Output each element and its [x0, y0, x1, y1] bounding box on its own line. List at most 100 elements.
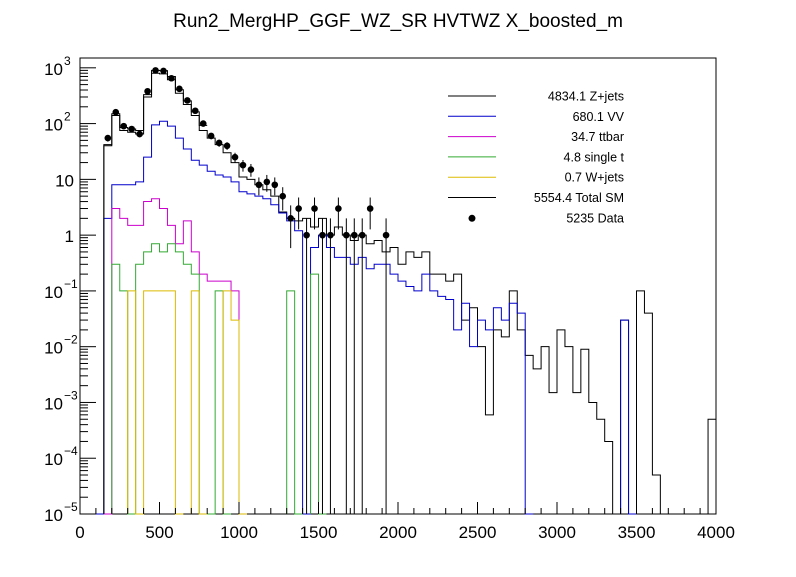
y-tick-base: 10	[44, 116, 63, 135]
y-tick-base: 10	[44, 506, 63, 525]
legend-entry-single-t: 4.8 single t	[448, 150, 625, 164]
series-z-jets	[95, 72, 716, 515]
y-tick-exponent: −3	[64, 388, 78, 402]
data-point	[104, 134, 112, 142]
data-point	[366, 205, 374, 212]
data-point	[327, 231, 334, 239]
data-point	[239, 161, 247, 169]
series-line-vv	[95, 120, 637, 515]
data-point	[350, 231, 358, 239]
series-line-ttbar	[103, 198, 247, 515]
series-ttbar	[103, 198, 247, 515]
y-tick-exponent: 2	[64, 110, 71, 124]
data-point	[128, 125, 135, 133]
y-tick-label: 10	[55, 171, 74, 190]
data-point	[271, 181, 279, 189]
data-point	[358, 231, 366, 239]
data-point	[168, 74, 175, 82]
y-tick-base: 1	[65, 227, 74, 246]
y-tick-base: 10	[44, 394, 63, 413]
x-tick-label: 1000	[220, 523, 258, 542]
series-w-jets	[127, 290, 247, 515]
data-point	[184, 97, 191, 104]
x-tick-label: 0	[75, 523, 84, 542]
y-tick-label: 10 3	[44, 54, 71, 79]
data-point	[215, 139, 223, 147]
data-point	[112, 108, 120, 116]
data-point	[319, 231, 326, 239]
y-tick-label: 10 −4	[44, 444, 78, 469]
data-point	[255, 181, 263, 189]
x-tick-label: 2500	[459, 523, 497, 542]
legend-label: 5554.4 Total SM	[534, 191, 624, 205]
data-point	[223, 142, 231, 150]
data-point	[247, 166, 255, 173]
x-axis: 0 500 1000 1500 2000 2500 3000 3500 4000	[75, 502, 735, 542]
legend-label: 4.8 single t	[564, 150, 625, 164]
legend-marker	[468, 214, 476, 222]
data-point	[152, 67, 159, 74]
y-tick-exponent: −1	[64, 277, 78, 291]
y-tick-label: 1	[65, 227, 74, 246]
legend-label: 4834.1 Z+jets	[548, 90, 624, 104]
y-tick-exponent: 3	[64, 54, 71, 68]
legend-label: 680.1 VV	[573, 110, 625, 124]
data-point	[311, 205, 318, 212]
legend-label: 5235 Data	[566, 211, 624, 225]
data-point	[207, 132, 215, 140]
data-point	[199, 120, 207, 127]
y-tick-label: 10 2	[44, 110, 71, 135]
y-tick-exponent: −2	[64, 333, 78, 347]
x-tick-label: 4000	[697, 523, 735, 542]
y-tick-base: 10	[44, 450, 63, 469]
data-point	[279, 192, 287, 200]
series-line-w-jets	[127, 290, 247, 515]
y-tick-base: 10	[44, 283, 63, 302]
chart-title: Run2_MergHP_GGF_WZ_SR HVTWZ X_boosted_m	[173, 11, 623, 32]
data-point	[295, 205, 302, 212]
x-tick-label: 2000	[379, 523, 417, 542]
legend-entry-vv: 680.1 VV	[448, 110, 625, 124]
y-tick-base: 10	[44, 339, 63, 358]
data-point	[287, 215, 294, 222]
x-tick-label: 1500	[300, 523, 338, 542]
data-point	[191, 107, 199, 115]
x-tick-label: 500	[145, 523, 173, 542]
legend-label: 34.7 ttbar	[571, 130, 624, 144]
series-line-z-jets	[95, 72, 716, 515]
y-tick-label: 10 −1	[44, 277, 78, 302]
y-tick-label: 10 −3	[44, 388, 78, 413]
series-vv	[95, 120, 637, 515]
y-tick-label: 10 −5	[44, 500, 78, 525]
data-point	[382, 231, 390, 239]
y-tick-exponent: −5	[64, 500, 78, 514]
legend-entry-z-jets: 4834.1 Z+jets	[448, 90, 624, 104]
data-point	[335, 205, 342, 212]
legend: 4834.1 Z+jets 680.1 VV 34.7 ttbar 4.8 singl…	[448, 90, 625, 225]
y-tick-base: 10	[44, 60, 63, 79]
data-point	[303, 231, 310, 239]
data-point	[160, 67, 167, 75]
legend-entry-total-sm: 5554.4 Total SM	[448, 191, 624, 205]
legend-entry-data: 5235 Data	[468, 211, 624, 225]
legend-entry-ttbar: 34.7 ttbar	[448, 130, 624, 144]
x-tick-label: 3000	[538, 523, 576, 542]
data-point	[120, 122, 128, 130]
y-tick-exponent: −4	[64, 444, 78, 458]
plot-area	[79, 57, 717, 515]
y-tick-label: 10 −2	[44, 333, 78, 358]
data-point	[176, 85, 183, 93]
legend-entry-w-jets: 0.7 W+jets	[448, 171, 624, 185]
series-data	[104, 67, 390, 514]
data-point	[263, 178, 271, 186]
y-tick-base: 10	[55, 171, 74, 190]
data-point	[231, 153, 239, 161]
x-tick-label: 3500	[618, 523, 656, 542]
data-point	[144, 87, 151, 95]
data-point	[343, 231, 350, 239]
data-point	[136, 130, 143, 138]
legend-label: 0.7 W+jets	[565, 171, 624, 185]
